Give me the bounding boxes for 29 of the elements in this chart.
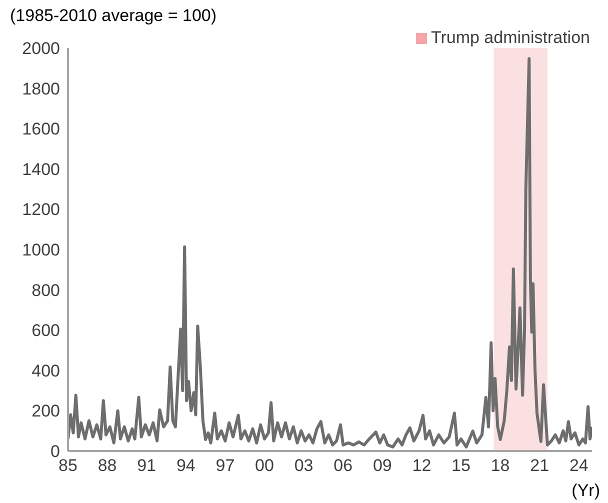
y-tick-label: 1400 [22,160,60,179]
x-tick-label: 85 [58,456,78,476]
y-tick-label: 1000 [22,240,60,260]
y-tick-label: 200 [32,402,60,421]
x-tick-label: 06 [334,456,353,476]
y-tick-label: 600 [32,321,60,340]
y-tick-label: 1200 [22,200,60,220]
x-tick-label: 91 [137,456,156,476]
y-tick-label: 800 [32,280,60,300]
x-tick-label: 18 [490,456,510,476]
y-tick-label: 1600 [22,120,60,139]
y-axis-title: (1985-2010 average = 100) [10,6,217,26]
x-tick-label: 15 [452,456,470,476]
x-tick-label: 12 [412,456,432,476]
x-tick-label: 03 [294,456,314,476]
y-tick-label: 1800 [22,79,60,98]
y-tick-label: 0 [50,442,60,462]
x-tick-label: 00 [255,456,274,476]
x-tick-label: 88 [98,456,117,476]
x-tick-label: 97 [216,456,235,476]
line-series [68,57,592,448]
y-tick-label: 400 [32,361,60,380]
x-tick-label: 94 [176,456,196,476]
x-tick-label: 21 [530,456,550,476]
x-tick-label: 24 [569,456,588,476]
x-axis-title: (Yr) [572,481,600,501]
y-tick-label: 2000 [22,39,60,58]
x-tick-label: 09 [372,456,392,476]
band-label: Trump administration [430,28,590,48]
